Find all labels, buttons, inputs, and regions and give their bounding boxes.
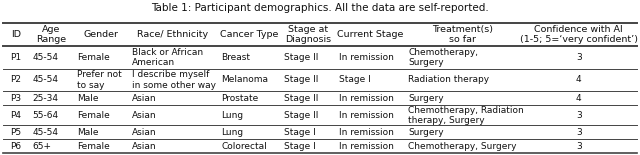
Text: 45-54: 45-54 (32, 75, 58, 84)
Text: P6: P6 (10, 142, 21, 151)
Text: Asian: Asian (132, 128, 156, 137)
Text: Prefer not
to say: Prefer not to say (77, 70, 122, 90)
Text: Breast: Breast (221, 53, 250, 62)
Text: In remission: In remission (339, 94, 394, 103)
Text: Stage I: Stage I (284, 128, 316, 137)
Text: Male: Male (77, 94, 99, 103)
Text: ID: ID (11, 30, 21, 39)
Text: I describe myself
in some other way: I describe myself in some other way (132, 70, 216, 90)
Text: 3: 3 (576, 142, 582, 151)
Text: Cancer Type: Cancer Type (220, 30, 278, 39)
Text: In remission: In remission (339, 128, 394, 137)
Text: Stage II: Stage II (284, 111, 319, 120)
Text: Surgery: Surgery (408, 94, 444, 103)
Text: Race/ Ethnicity: Race/ Ethnicity (137, 30, 208, 39)
Text: Female: Female (77, 53, 110, 62)
Text: Stage at
Diagnosis: Stage at Diagnosis (285, 25, 331, 44)
Text: Stage II: Stage II (284, 75, 319, 84)
Text: P5: P5 (10, 128, 21, 137)
Text: Radiation therapy: Radiation therapy (408, 75, 490, 84)
Text: Asian: Asian (132, 142, 156, 151)
Text: Age
Range: Age Range (36, 25, 66, 44)
Text: In remission: In remission (339, 53, 394, 62)
Text: Female: Female (77, 142, 110, 151)
Text: 55-64: 55-64 (32, 111, 58, 120)
Text: Black or African
American: Black or African American (132, 48, 203, 67)
Text: Melanoma: Melanoma (221, 75, 268, 84)
Text: Table 1: Participant demographics. All the data are self-reported.: Table 1: Participant demographics. All t… (151, 3, 489, 13)
Text: 3: 3 (576, 111, 582, 120)
Text: Prostate: Prostate (221, 94, 259, 103)
Text: Chemotherapy, Surgery: Chemotherapy, Surgery (408, 142, 517, 151)
Text: Stage II: Stage II (284, 94, 319, 103)
Text: Asian: Asian (132, 94, 156, 103)
Text: In remission: In remission (339, 142, 394, 151)
Text: Stage II: Stage II (284, 53, 319, 62)
Text: P2: P2 (10, 75, 21, 84)
Text: Colorectal: Colorectal (221, 142, 267, 151)
Text: Lung: Lung (221, 128, 243, 137)
Text: Surgery: Surgery (408, 128, 444, 137)
Text: 25-34: 25-34 (32, 94, 58, 103)
Text: Chemotherapy,
Surgery: Chemotherapy, Surgery (408, 48, 479, 67)
Text: Treatment(s)
so far: Treatment(s) so far (432, 25, 493, 44)
Text: Chemotherapy, Radiation
therapy, Surgery: Chemotherapy, Radiation therapy, Surgery (408, 106, 524, 125)
Text: 45-54: 45-54 (32, 53, 58, 62)
Text: In remission: In remission (339, 111, 394, 120)
Text: 4: 4 (576, 75, 582, 84)
Text: Asian: Asian (132, 111, 156, 120)
Text: 3: 3 (576, 53, 582, 62)
Text: P4: P4 (10, 111, 21, 120)
Text: 4: 4 (576, 94, 582, 103)
Text: Stage I: Stage I (284, 142, 316, 151)
Text: Male: Male (77, 128, 99, 137)
Text: Stage I: Stage I (339, 75, 371, 84)
Text: P3: P3 (10, 94, 21, 103)
Text: 45-54: 45-54 (32, 128, 58, 137)
Text: Lung: Lung (221, 111, 243, 120)
Text: Current Stage: Current Stage (337, 30, 403, 39)
Text: Female: Female (77, 111, 110, 120)
Text: 65+: 65+ (32, 142, 51, 151)
Text: P1: P1 (10, 53, 21, 62)
Text: Confidence with AI
(1-5; 5=‘very confident’): Confidence with AI (1-5; 5=‘very confide… (520, 25, 637, 44)
Text: 3: 3 (576, 128, 582, 137)
Text: Gender: Gender (83, 30, 118, 39)
